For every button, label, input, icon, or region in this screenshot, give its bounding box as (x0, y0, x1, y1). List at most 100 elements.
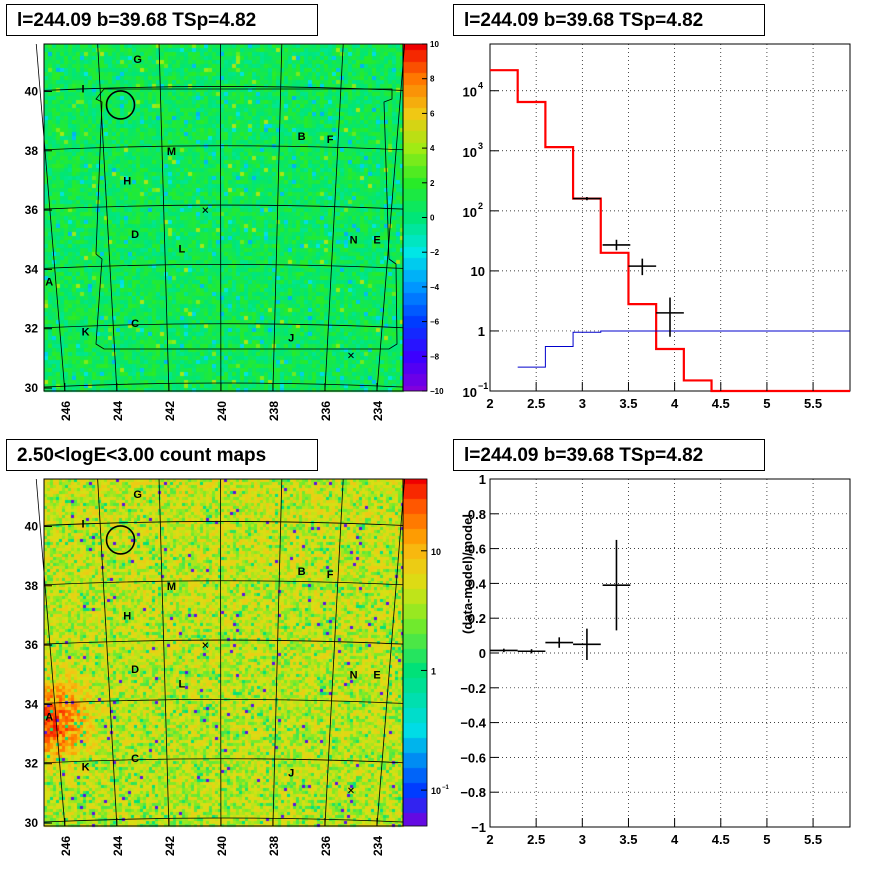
map-bottom-y-tick-label: 38 (25, 579, 39, 593)
map-bottom-x-tick-label: 234 (371, 836, 385, 856)
spectrum-x-tick-label: 3 (579, 396, 586, 411)
map-bottom-x-tick-label: 246 (59, 836, 73, 856)
map-top-roi-outline (95, 88, 398, 350)
map-top-source-label-g: G (133, 54, 142, 66)
map-bottom-longitude-line (97, 478, 118, 827)
spectrum-y-tick-exponent: −1 (478, 381, 488, 391)
map-bottom-title: 2.50<logE<3.00 count maps (6, 439, 318, 471)
residual-y-tick-label: −1 (471, 820, 486, 835)
map-bottom-longitude-line (35, 478, 66, 827)
spectrum-y-tick-exponent: 2 (478, 201, 483, 211)
map-bottom-test-position-circle (105, 525, 136, 555)
map-top-source-label-m: M (167, 146, 176, 158)
map-top-y-tick-label: 38 (25, 144, 39, 158)
map-top-colorbar-tick-label: 4 (430, 144, 435, 153)
residual-x-tick-label: 4 (671, 832, 679, 847)
map-bottom-latitude-line (43, 639, 404, 645)
map-bottom-longitude-line (158, 478, 170, 827)
map-top-source-label-i: I (81, 83, 84, 95)
map-bottom-y-tick-label: 32 (25, 757, 39, 771)
map-bottom-latitude-line (43, 817, 404, 823)
map-top-source-label-a: A (45, 276, 53, 288)
map-bottom-y-tick-label: 30 (25, 816, 39, 830)
spectrum-component-line (517, 330, 850, 368)
map-bottom-colorbar-tick-label: 10 (431, 547, 441, 557)
map-top-colorbar-tick-label: 0 (430, 214, 435, 223)
map-top-y-tick-label: 34 (25, 262, 39, 276)
spectrum-x-tick-label: 4.5 (712, 396, 730, 411)
spectrum-y-tick-exponent: 4 (478, 81, 483, 91)
spectrum-title: l=244.09 b=39.68 TSp=4.82 (453, 4, 765, 36)
map-bottom-y-tick-label: 36 (25, 638, 39, 652)
map-top-test-position-circle (105, 90, 136, 120)
spectrum-x-tick-label: 5.5 (804, 396, 822, 411)
map-bottom-cross-marker (348, 787, 354, 794)
map-top-colorbar-tick-label: −6 (430, 318, 440, 327)
map-bottom-y-tick-label: 34 (25, 697, 39, 711)
residual-y-axis-label: (data-model)/model (460, 514, 475, 634)
map-top-colorbar-tick-label: −4 (430, 283, 440, 292)
map-top-x-tick-label: 234 (371, 401, 385, 421)
residual-x-tick-label: 3.5 (619, 832, 637, 847)
map-bottom-longitude-line (272, 478, 283, 827)
residual-y-tick-label: 0.8 (468, 507, 486, 522)
spectrum-y-tick-exponent: 3 (478, 141, 483, 151)
map-bottom-source-label-k: K (82, 762, 90, 774)
map-bottom-source-label-j: J (288, 768, 294, 780)
residual-y-tick-label: −0.4 (460, 716, 486, 731)
map-bottom-source-label-f: F (327, 569, 334, 581)
residual-x-tick-label: 2.5 (527, 832, 545, 847)
map-top-y-tick-label: 36 (25, 203, 39, 217)
spectrum-frame (489, 43, 851, 392)
map-top-longitude-line (324, 43, 344, 392)
spectrum-x-tick-label: 3.5 (619, 396, 637, 411)
residual-y-tick-label: −0.2 (460, 681, 486, 696)
map-bottom-source-label-m: M (167, 581, 176, 593)
map-top-source-label-k: K (82, 327, 90, 339)
map-top-source-label-f: F (327, 134, 334, 146)
map-top-source-label-h: H (123, 175, 131, 187)
map-top-source-label-e: E (373, 235, 380, 247)
map-top-colorbar-tick-label: −2 (430, 248, 440, 257)
map-bottom-source-label-i: I (81, 518, 84, 530)
map-top-y-tick-label: 40 (25, 84, 39, 98)
residual-y-tick-label: −0.6 (460, 750, 486, 765)
map-top-source-label-l: L (179, 244, 186, 256)
map-top-source-label-j: J (288, 333, 294, 345)
residual-x-tick-label: 4.5 (712, 832, 730, 847)
map-top-x-tick-label: 242 (163, 401, 177, 421)
map-bottom-source-label-b: B (298, 566, 306, 578)
spectrum-y-tick-label: 1 (478, 324, 485, 339)
residual-y-tick-label: 0.2 (468, 611, 486, 626)
map-top-x-tick-label: 238 (267, 401, 281, 421)
map-top-cross-marker (348, 352, 354, 359)
map-top-longitude-line (35, 43, 66, 392)
map-top-cross-marker (202, 207, 209, 213)
map-top-colorbar-tick-label: −8 (430, 352, 440, 361)
map-top-colorbar-tick-label: 2 (430, 179, 435, 188)
residual-y-tick-label: 0.4 (468, 576, 487, 591)
map-bottom-longitude-line (376, 478, 406, 827)
map-top-colorbar-tick-label: 8 (430, 75, 435, 84)
residual-x-tick-label: 5.5 (804, 832, 822, 847)
map-top-longitude-line (272, 43, 283, 392)
map-bottom-longitude-line (324, 478, 344, 827)
map-bottom-latitude-line (43, 521, 404, 526)
map-bottom-y-tick-label: 40 (25, 519, 39, 533)
map-bottom-cross-marker (202, 642, 209, 648)
map-top-x-tick-label: 244 (111, 401, 125, 421)
map-top-latitude-line (43, 382, 404, 388)
map-bottom-x-tick-label: 242 (163, 836, 177, 856)
spectrum-x-tick-label: 4 (671, 396, 679, 411)
map-top-colorbar-tick-label: 6 (430, 109, 435, 118)
map-top-title: l=244.09 b=39.68 TSp=4.82 (6, 4, 318, 36)
map-bottom-source-label-e: E (373, 670, 380, 682)
map-bottom-x-tick-label: 244 (111, 836, 125, 856)
map-bottom-source-label-l: L (179, 679, 186, 691)
map-bottom-x-tick-label: 236 (319, 836, 333, 856)
map-bottom-colorbar-exponent: −1 (442, 785, 450, 791)
residual-y-tick-label: 0.6 (468, 542, 486, 557)
spectrum-y-tick-label: 10 (463, 145, 477, 160)
